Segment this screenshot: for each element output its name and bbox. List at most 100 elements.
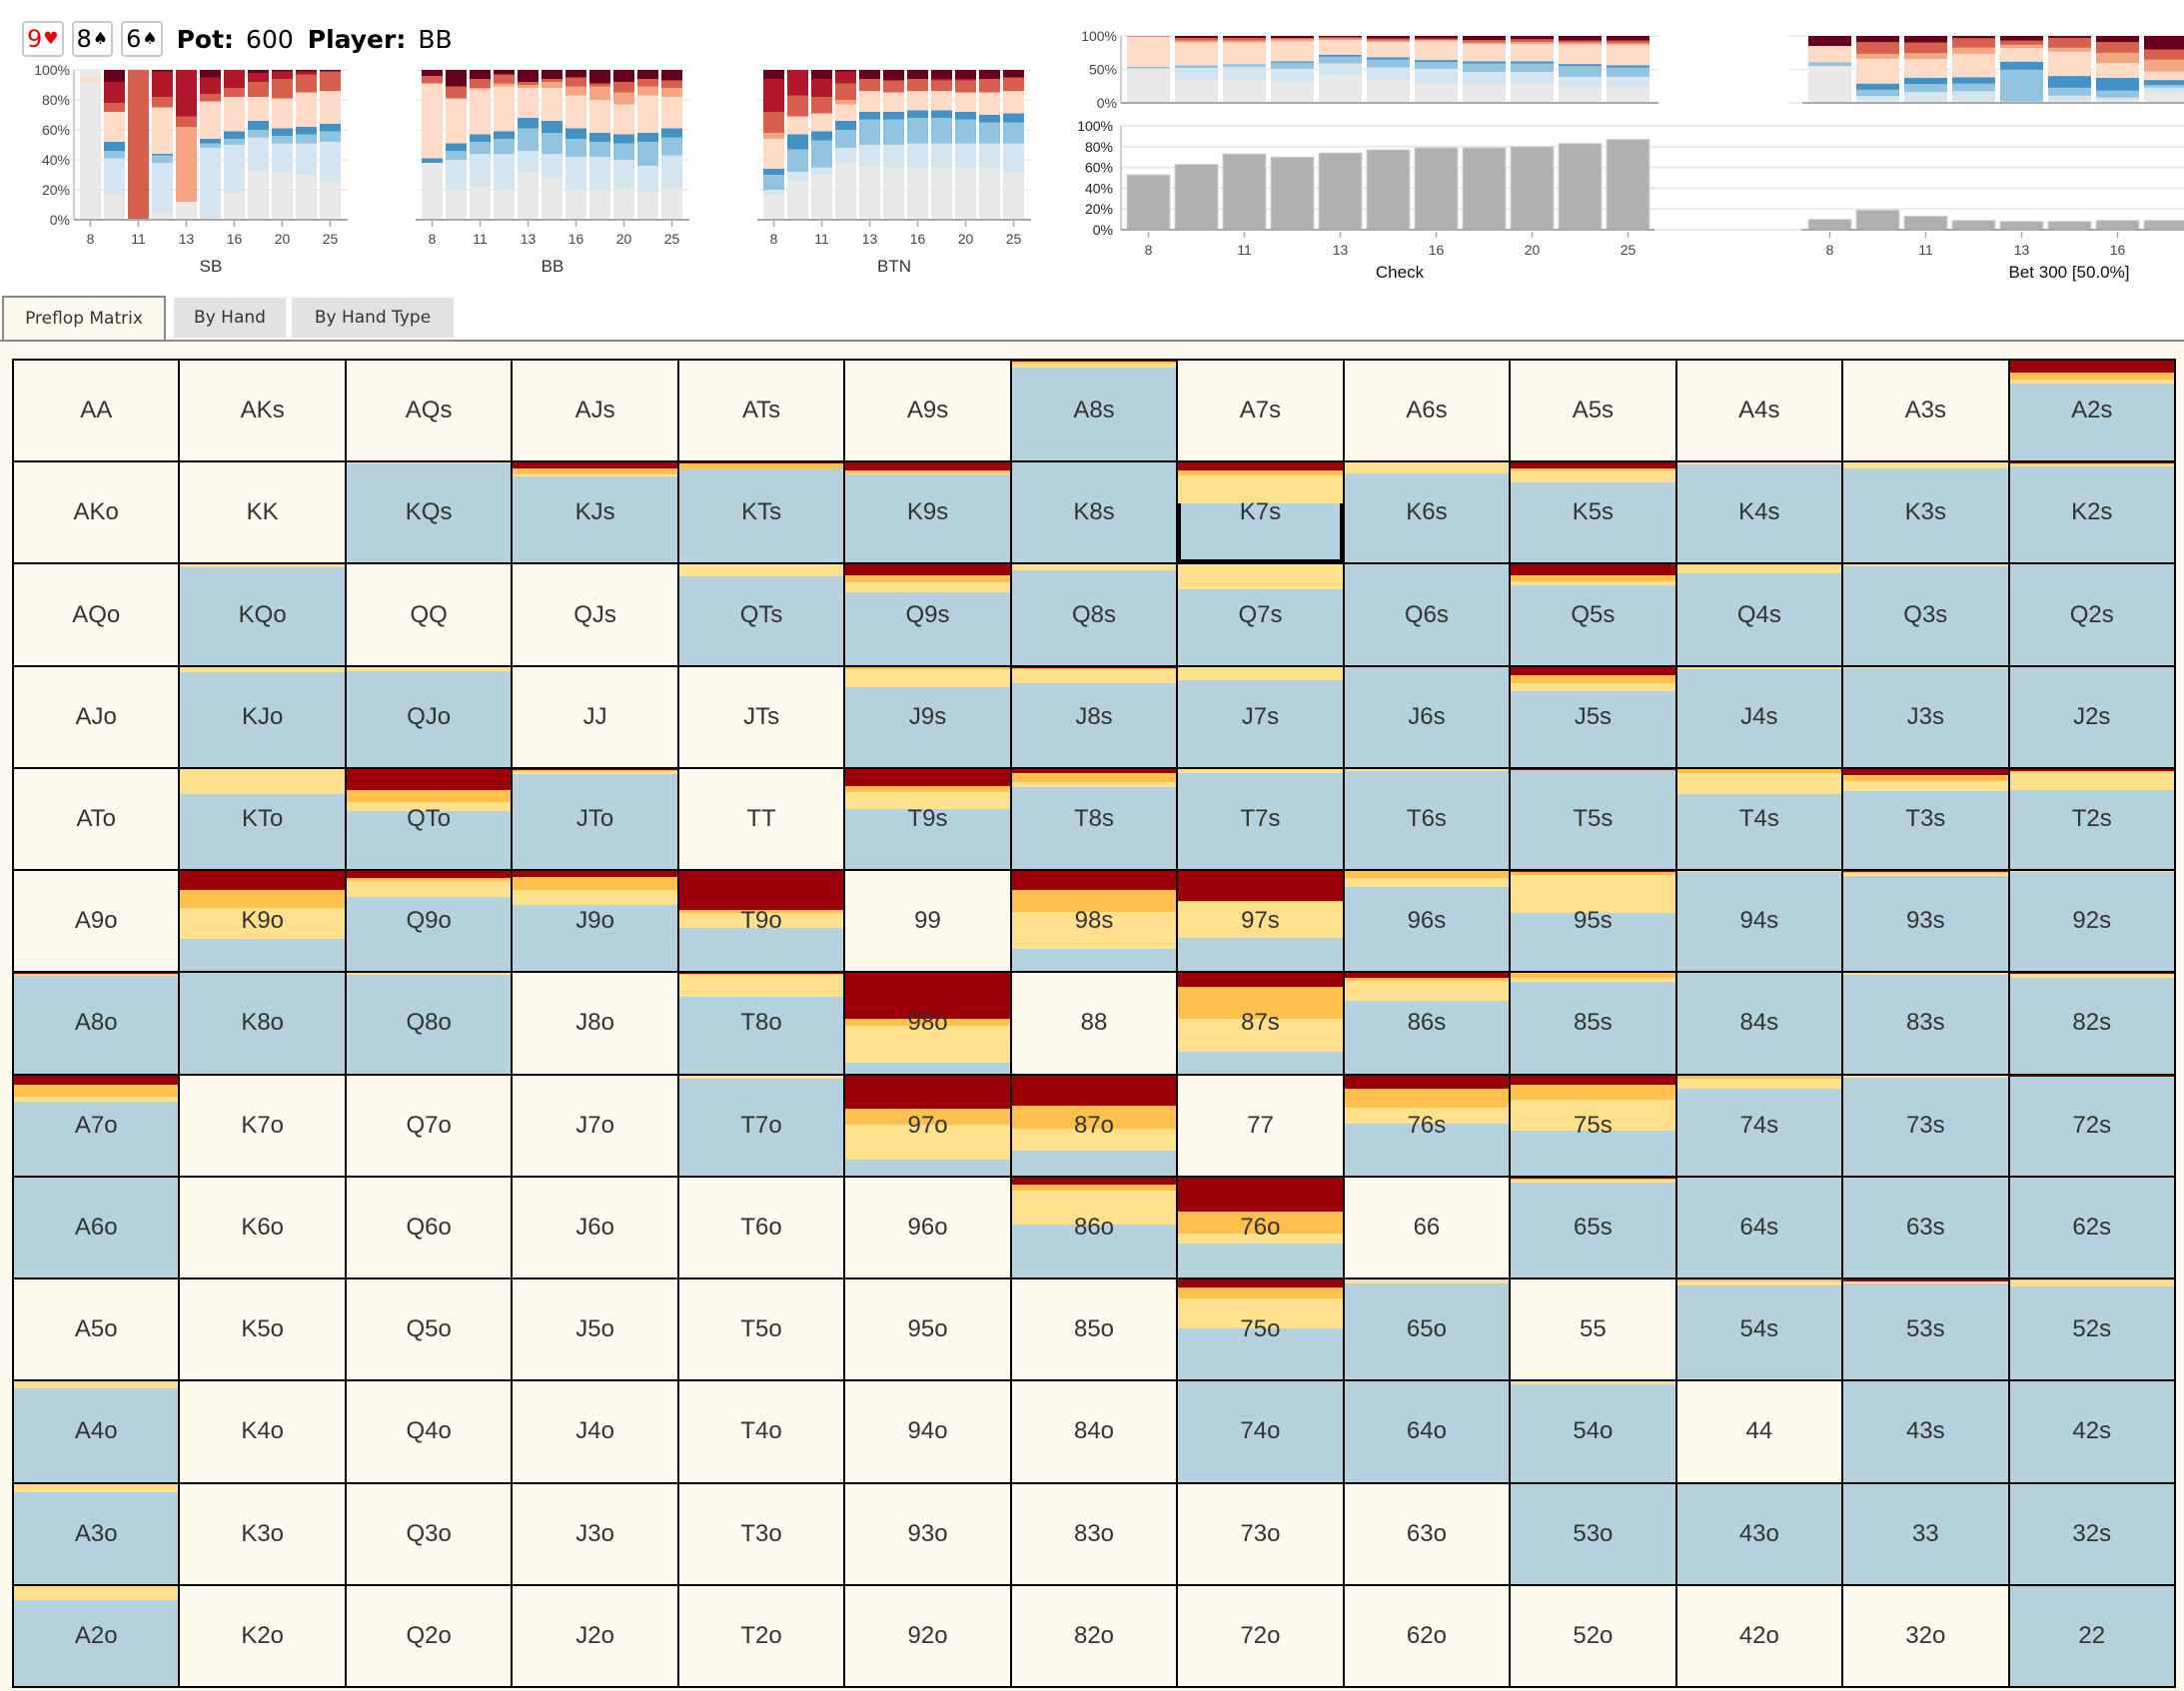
matrix-cell-K6s[interactable]: K6s <box>1344 462 1510 563</box>
matrix-cell-Q5s[interactable]: Q5s <box>1511 564 1675 665</box>
matrix-cell-75o[interactable]: 75o <box>1178 1279 1343 1380</box>
matrix-cell-92s[interactable]: 92s <box>2009 871 2174 972</box>
matrix-cell-72s[interactable]: 72s <box>2009 1075 2174 1176</box>
matrix-cell-J5o[interactable]: J5o <box>513 1279 677 1380</box>
matrix-cell-K5o[interactable]: K5o <box>180 1279 345 1380</box>
matrix-cell-T8o[interactable]: T8o <box>678 973 844 1074</box>
matrix-cell-T7o[interactable]: T7o <box>678 1075 844 1176</box>
matrix-cell-ATo[interactable]: ATo <box>14 768 179 870</box>
matrix-cell-A7s[interactable]: A7s <box>1178 361 1343 461</box>
matrix-cell-63s[interactable]: 63s <box>1843 1177 2008 1278</box>
matrix-cell-AQs[interactable]: AQs <box>346 361 512 461</box>
matrix-cell-64s[interactable]: 64s <box>1676 1177 1842 1278</box>
matrix-cell-Q7o[interactable]: Q7o <box>346 1075 512 1176</box>
matrix-cell-A6o[interactable]: A6o <box>14 1177 179 1278</box>
matrix-cell-97o[interactable]: 97o <box>845 1075 1010 1176</box>
matrix-cell-54s[interactable]: 54s <box>1676 1279 1842 1380</box>
matrix-cell-76s[interactable]: 76s <box>1344 1075 1510 1176</box>
matrix-cell-85o[interactable]: 85o <box>1011 1279 1177 1380</box>
matrix-cell-T7s[interactable]: T7s <box>1178 768 1343 870</box>
matrix-cell-32s[interactable]: 32s <box>2009 1483 2174 1584</box>
matrix-cell-QJs[interactable]: QJs <box>513 564 677 665</box>
matrix-cell-83o[interactable]: 83o <box>1011 1483 1177 1584</box>
matrix-cell-A3s[interactable]: A3s <box>1843 361 2008 461</box>
matrix-cell-94s[interactable]: 94s <box>1676 871 1842 972</box>
matrix-cell-T9o[interactable]: T9o <box>678 871 844 972</box>
matrix-cell-43s[interactable]: 43s <box>1843 1381 2008 1482</box>
matrix-cell-97s[interactable]: 97s <box>1178 871 1343 972</box>
matrix-cell-66[interactable]: 66 <box>1344 1177 1510 1278</box>
matrix-cell-J7o[interactable]: J7o <box>513 1075 677 1176</box>
matrix-cell-Q5o[interactable]: Q5o <box>346 1279 512 1380</box>
tab-by-hand-type[interactable]: By Hand Type <box>292 298 454 338</box>
matrix-cell-32o[interactable]: 32o <box>1843 1585 2008 1686</box>
matrix-cell-K9o[interactable]: K9o <box>180 871 345 972</box>
matrix-cell-K8o[interactable]: K8o <box>180 973 345 1074</box>
matrix-cell-33[interactable]: 33 <box>1843 1483 2008 1584</box>
matrix-cell-K3s[interactable]: K3s <box>1843 462 2008 563</box>
matrix-cell-42s[interactable]: 42s <box>2009 1381 2174 1482</box>
matrix-cell-KQo[interactable]: KQo <box>180 564 345 665</box>
matrix-cell-75s[interactable]: 75s <box>1511 1075 1675 1176</box>
matrix-cell-T3o[interactable]: T3o <box>678 1483 844 1584</box>
matrix-cell-55[interactable]: 55 <box>1511 1279 1675 1380</box>
matrix-cell-98s[interactable]: 98s <box>1011 871 1177 972</box>
matrix-cell-Q3s[interactable]: Q3s <box>1843 564 2008 665</box>
matrix-cell-A3o[interactable]: A3o <box>14 1483 179 1584</box>
matrix-cell-J6s[interactable]: J6s <box>1344 666 1510 767</box>
matrix-cell-JJ[interactable]: JJ <box>513 666 677 767</box>
matrix-cell-J5s[interactable]: J5s <box>1511 666 1675 767</box>
matrix-cell-K9s[interactable]: K9s <box>845 462 1010 563</box>
matrix-cell-KTo[interactable]: KTo <box>180 768 345 870</box>
matrix-cell-A5s[interactable]: A5s <box>1511 361 1675 461</box>
matrix-cell-A2o[interactable]: A2o <box>14 1585 179 1686</box>
matrix-cell-T4s[interactable]: T4s <box>1676 768 1842 870</box>
matrix-cell-K7o[interactable]: K7o <box>180 1075 345 1176</box>
matrix-cell-J3o[interactable]: J3o <box>513 1483 677 1584</box>
matrix-cell-98o[interactable]: 98o <box>845 973 1010 1074</box>
matrix-cell-44[interactable]: 44 <box>1676 1381 1842 1482</box>
matrix-cell-A4s[interactable]: A4s <box>1676 361 1842 461</box>
matrix-cell-82s[interactable]: 82s <box>2009 973 2174 1074</box>
matrix-cell-KJs[interactable]: KJs <box>513 462 677 563</box>
matrix-cell-J4s[interactable]: J4s <box>1676 666 1842 767</box>
matrix-cell-AJs[interactable]: AJs <box>513 361 677 461</box>
matrix-cell-AKo[interactable]: AKo <box>14 462 179 563</box>
matrix-cell-Q7s[interactable]: Q7s <box>1178 564 1343 665</box>
matrix-cell-T9s[interactable]: T9s <box>845 768 1010 870</box>
matrix-cell-73s[interactable]: 73s <box>1843 1075 2008 1176</box>
matrix-cell-A9s[interactable]: A9s <box>845 361 1010 461</box>
matrix-cell-87s[interactable]: 87s <box>1178 973 1343 1074</box>
matrix-cell-T3s[interactable]: T3s <box>1843 768 2008 870</box>
tab-by-hand[interactable]: By Hand <box>174 298 286 338</box>
matrix-cell-96o[interactable]: 96o <box>845 1177 1010 1278</box>
matrix-cell-96s[interactable]: 96s <box>1344 871 1510 972</box>
matrix-cell-QJo[interactable]: QJo <box>346 666 512 767</box>
matrix-cell-95s[interactable]: 95s <box>1511 871 1675 972</box>
matrix-cell-82o[interactable]: 82o <box>1011 1585 1177 1686</box>
matrix-cell-42o[interactable]: 42o <box>1676 1585 1842 1686</box>
matrix-cell-J8s[interactable]: J8s <box>1011 666 1177 767</box>
matrix-cell-T6s[interactable]: T6s <box>1344 768 1510 870</box>
matrix-cell-86s[interactable]: 86s <box>1344 973 1510 1074</box>
matrix-cell-73o[interactable]: 73o <box>1178 1483 1343 1584</box>
matrix-cell-JTs[interactable]: JTs <box>678 666 844 767</box>
matrix-cell-J7s[interactable]: J7s <box>1178 666 1343 767</box>
matrix-cell-A4o[interactable]: A4o <box>14 1381 179 1482</box>
matrix-cell-A8s[interactable]: A8s <box>1011 361 1177 461</box>
matrix-cell-83s[interactable]: 83s <box>1843 973 2008 1074</box>
matrix-cell-J2o[interactable]: J2o <box>513 1585 677 1686</box>
matrix-cell-72o[interactable]: 72o <box>1178 1585 1343 1686</box>
matrix-cell-AJo[interactable]: AJo <box>14 666 179 767</box>
matrix-cell-AA[interactable]: AA <box>14 361 179 461</box>
matrix-cell-J9o[interactable]: J9o <box>513 871 677 972</box>
matrix-cell-87o[interactable]: 87o <box>1011 1075 1177 1176</box>
matrix-cell-77[interactable]: 77 <box>1178 1075 1343 1176</box>
matrix-cell-A9o[interactable]: A9o <box>14 871 179 972</box>
matrix-cell-KQs[interactable]: KQs <box>346 462 512 563</box>
matrix-cell-Q4s[interactable]: Q4s <box>1676 564 1842 665</box>
matrix-cell-Q6o[interactable]: Q6o <box>346 1177 512 1278</box>
matrix-cell-Q4o[interactable]: Q4o <box>346 1381 512 1482</box>
matrix-cell-QTs[interactable]: QTs <box>678 564 844 665</box>
matrix-cell-A6s[interactable]: A6s <box>1344 361 1510 461</box>
